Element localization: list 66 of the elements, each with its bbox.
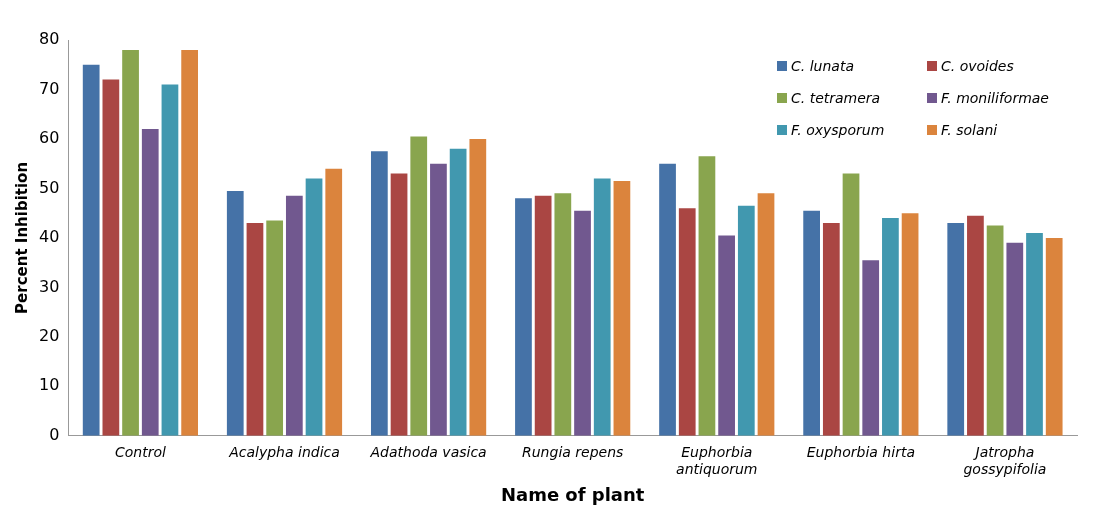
- bar: [1006, 242, 1024, 436]
- y-tick-label: 60: [39, 128, 60, 148]
- bar: [449, 148, 467, 436]
- x-tick-label: Rungia repens: [522, 443, 624, 460]
- bar: [718, 235, 735, 436]
- bar: [698, 156, 716, 436]
- legend-label: F. moniliformae: [941, 90, 1049, 106]
- y-tick-label: 10: [39, 375, 60, 395]
- x-axis-title: Name of plant: [500, 483, 645, 505]
- bar: [102, 79, 120, 436]
- bar: [390, 173, 408, 436]
- bar: [430, 163, 447, 436]
- y-axis-title: Percent Inhibition: [12, 161, 31, 314]
- y-tick-label: 80: [39, 29, 60, 49]
- bar: [469, 138, 487, 436]
- y-tick-label: 40: [39, 227, 60, 247]
- y-tick-label: 20: [39, 326, 60, 346]
- legend-label: C. tetramera: [791, 90, 881, 106]
- legend-label: F. oxysporum: [791, 122, 885, 138]
- y-tick-label: 30: [39, 276, 60, 296]
- legend-label: F. solani: [941, 122, 998, 138]
- bar: [757, 193, 775, 436]
- x-tick-label: Adathoda vasica: [369, 443, 487, 460]
- legend-label: C. lunata: [791, 58, 854, 74]
- bar: [161, 84, 179, 436]
- x-tick-label: Euphorbia antiquorum: [676, 443, 758, 477]
- bar: [986, 225, 1004, 436]
- x-tick-label: Euphorbia hirta: [806, 443, 915, 460]
- bar: [574, 210, 591, 436]
- bar: [122, 49, 139, 436]
- bar: [842, 173, 860, 436]
- y-tick-label: 50: [39, 177, 60, 197]
- bar: [534, 195, 552, 436]
- bar: [141, 129, 159, 436]
- legend-label: C. ovoides: [941, 58, 1014, 74]
- bar: [901, 213, 919, 436]
- bar: [305, 178, 323, 436]
- bar: [882, 218, 899, 436]
- x-tick-label: Jatropha gossypifolia: [963, 443, 1047, 477]
- bar: [737, 205, 755, 436]
- bar: [862, 260, 880, 436]
- bar: [266, 220, 284, 436]
- bar: [181, 49, 199, 436]
- bar: [370, 151, 388, 436]
- bar: [410, 136, 428, 436]
- bar: [1026, 232, 1043, 436]
- bar: [554, 193, 572, 436]
- bar: [1045, 237, 1063, 436]
- bar: [226, 190, 244, 436]
- bar: [285, 195, 303, 436]
- x-tick-label: Acalypha indica: [228, 443, 340, 460]
- bar: [947, 223, 965, 436]
- bar: [82, 64, 100, 436]
- y-tick-label: 0: [49, 424, 60, 444]
- bar: [593, 178, 611, 436]
- y-tick-label: 70: [39, 78, 60, 98]
- bar: [803, 210, 820, 436]
- bar: [659, 163, 676, 436]
- bar: [246, 223, 264, 436]
- x-tick-label: Control: [114, 443, 166, 460]
- bar: [325, 168, 343, 436]
- bar: [515, 198, 532, 436]
- bar: [967, 215, 984, 436]
- bar: [678, 208, 696, 436]
- bar: [613, 181, 631, 436]
- bar: [822, 223, 840, 436]
